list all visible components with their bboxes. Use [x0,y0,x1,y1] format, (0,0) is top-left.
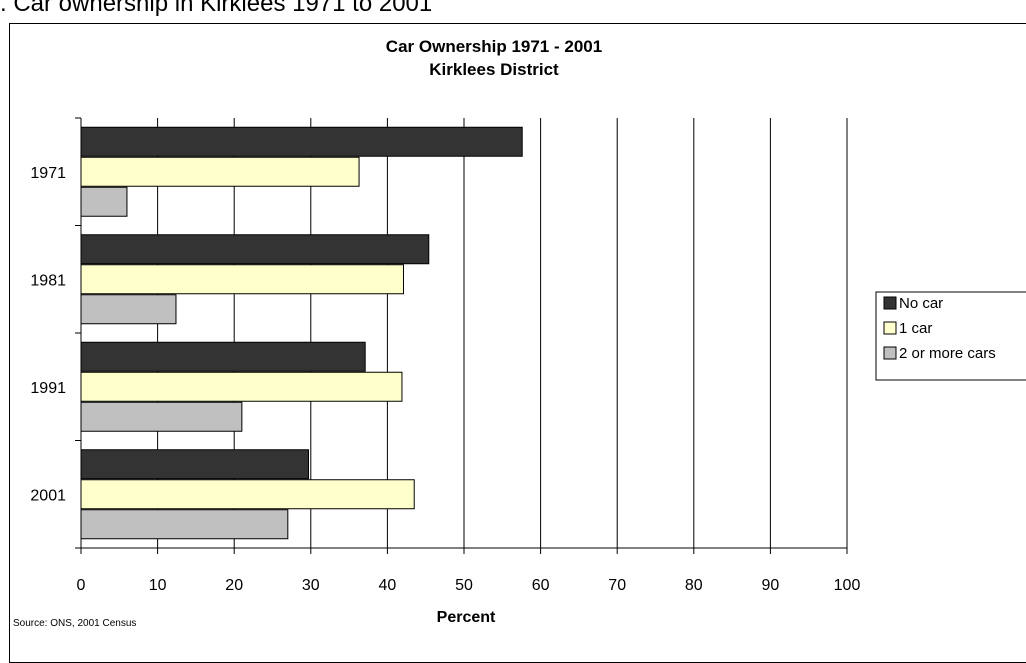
bar [80,449,310,480]
bar [80,264,404,295]
legend-swatch [883,321,897,335]
x-tick-label: 10 [149,577,167,594]
legend-entry: No car [899,295,943,312]
legend-entry: 2 or more cars [899,345,996,362]
legend-box [875,291,1026,381]
x-tick-label: 60 [532,577,550,594]
x-tick-label: 20 [225,577,243,594]
bar [80,479,415,510]
x-tick-label: 0 [77,577,86,594]
bar [80,156,360,187]
legend-entry: 1 car [899,320,932,337]
x-tick-label: 30 [302,577,320,594]
bar [80,509,289,540]
x-tick-label: 90 [762,577,780,594]
source-note: Source: ONS, 2001 Census [13,618,136,629]
page-heading: . Car ownership in Kirklees 1971 to 2001 [0,0,433,17]
x-tick-label: 70 [608,577,626,594]
x-axis-title: Percent [437,609,496,626]
bar-chart: Car Ownership 1971 - 2001 Kirklees Distr… [13,37,1026,629]
chart-title-line-2: Kirklees District [429,60,559,79]
y-tick-label: 1991 [30,380,66,397]
bar [80,186,128,217]
axes: 0 10 20 30 40 50 60 70 80 90 100 1971 1981 1991 2001 [30,117,861,594]
bar [80,371,403,402]
y-tick-label: 1971 [30,165,66,182]
legend-swatch [883,296,897,310]
legend: No car 1 car 2 or more cars [875,291,1026,381]
bar [80,294,177,325]
x-tick-label: 50 [455,577,473,594]
bar [80,126,523,157]
y-tick-label: 1981 [30,272,66,289]
x-tick-label: 80 [685,577,703,594]
x-tick-label: 100 [834,577,861,594]
bar [80,341,366,372]
bar [80,234,430,265]
bars [80,126,523,540]
gridlines [157,118,848,548]
legend-swatch [883,346,897,360]
x-tick-label: 40 [379,577,397,594]
chart-title-line-1: Car Ownership 1971 - 2001 [386,37,602,56]
y-tick-label: 2001 [30,487,66,504]
bar [80,401,243,432]
